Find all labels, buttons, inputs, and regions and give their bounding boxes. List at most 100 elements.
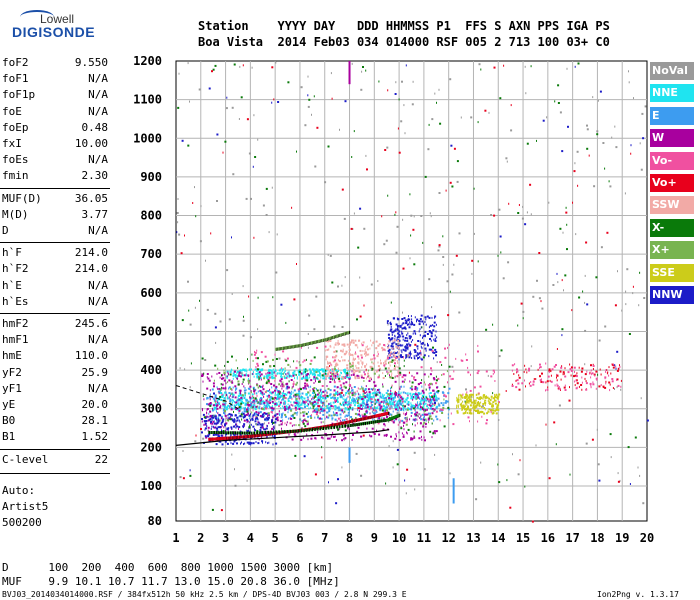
- echo-point: [278, 392, 280, 395]
- echo-point: [328, 481, 329, 484]
- echo-point: [584, 274, 586, 277]
- echo-point: [242, 412, 245, 415]
- echo-point: [429, 402, 432, 405]
- echo-point: [275, 404, 277, 407]
- echo-point: [397, 393, 400, 396]
- echo-point: [432, 389, 435, 392]
- echo-point: [424, 343, 426, 346]
- echo-point: [334, 343, 337, 346]
- echo-point: [415, 403, 417, 406]
- echo-point: [407, 332, 409, 335]
- echo-point: [273, 371, 275, 374]
- echo-point: [287, 398, 289, 401]
- echo-point: [259, 422, 261, 425]
- echo-point: [331, 281, 334, 284]
- echo-point: [411, 321, 413, 324]
- echo-point: [236, 399, 239, 402]
- echo-point: [394, 380, 397, 383]
- echo-point: [365, 403, 367, 406]
- echo-point: [226, 395, 228, 398]
- echo-point: [574, 162, 576, 165]
- echo-point: [530, 65, 532, 68]
- echo-point: [284, 393, 287, 395]
- echo-point: [343, 385, 346, 388]
- echo-point: [301, 427, 303, 429]
- echo-point: [224, 440, 227, 443]
- echo-point: [239, 421, 241, 424]
- echo-point: [387, 367, 390, 370]
- echo-point: [449, 290, 451, 293]
- echo-point: [237, 396, 239, 399]
- param-row: yF2 25.9: [2, 366, 108, 382]
- echo-point: [214, 312, 217, 315]
- echo-point: [321, 408, 324, 411]
- echo-point: [330, 72, 332, 75]
- echo-point: [428, 398, 430, 401]
- echo-point: [596, 130, 599, 133]
- echo-point: [397, 400, 400, 402]
- echo-point: [215, 443, 218, 446]
- echo-point: [326, 355, 329, 358]
- echo-point: [358, 413, 360, 416]
- echo-point: [357, 398, 360, 401]
- echo-point: [215, 341, 217, 344]
- echo-point: [343, 359, 346, 362]
- echo-point: [605, 369, 607, 371]
- echo-point: [312, 405, 315, 408]
- echo-point: [271, 397, 274, 400]
- echo-point: [252, 414, 255, 417]
- echo-point: [423, 373, 426, 376]
- echo-point: [367, 369, 369, 372]
- echo-point: [399, 344, 402, 347]
- echo-point: [493, 399, 495, 402]
- echo-point: [595, 377, 598, 380]
- echo-point: [257, 414, 259, 417]
- echo-point: [302, 407, 304, 410]
- echo-point: [289, 422, 292, 425]
- echo-point: [253, 405, 255, 408]
- echo-point: [333, 379, 335, 382]
- echo-point: [412, 332, 414, 335]
- echo-point: [332, 360, 335, 363]
- echo-point: [341, 410, 344, 413]
- echo-point: [411, 103, 414, 106]
- echo-point: [278, 410, 280, 413]
- echo-point: [366, 394, 369, 397]
- echo-point: [279, 368, 281, 371]
- echo-point: [327, 253, 329, 256]
- echo-point: [420, 357, 422, 360]
- echo-point: [415, 413, 417, 416]
- echo-point: [209, 414, 212, 417]
- echo-point: [201, 418, 203, 420]
- echo-point: [492, 401, 495, 404]
- echo-point: [334, 408, 337, 411]
- echo-point: [276, 398, 278, 401]
- echo-point: [621, 309, 623, 312]
- echo-point: [394, 93, 397, 95]
- echo-point: [328, 410, 331, 413]
- echo-point: [640, 397, 642, 400]
- echo-point: [215, 415, 217, 418]
- echo-point: [329, 344, 331, 347]
- echo-point: [436, 386, 438, 389]
- echo-point: [439, 419, 441, 422]
- echo-point: [531, 520, 534, 523]
- echo-point: [466, 398, 468, 401]
- echo-point: [289, 396, 291, 399]
- echo-point: [569, 368, 572, 371]
- echo-point: [409, 321, 411, 324]
- echo-point: [460, 398, 462, 401]
- echo-point: [276, 419, 279, 422]
- echo-point: [354, 344, 357, 347]
- echo-point: [398, 367, 401, 370]
- echo-point: [287, 363, 290, 366]
- echo-point: [470, 404, 472, 407]
- echo-point: [378, 403, 381, 406]
- echo-point: [415, 354, 418, 357]
- echo-point: [339, 395, 342, 398]
- echo-point: [476, 372, 479, 375]
- echo-point: [371, 378, 372, 381]
- echo-point: [458, 394, 460, 397]
- echo-point: [250, 406, 252, 408]
- echo-point: [471, 259, 474, 262]
